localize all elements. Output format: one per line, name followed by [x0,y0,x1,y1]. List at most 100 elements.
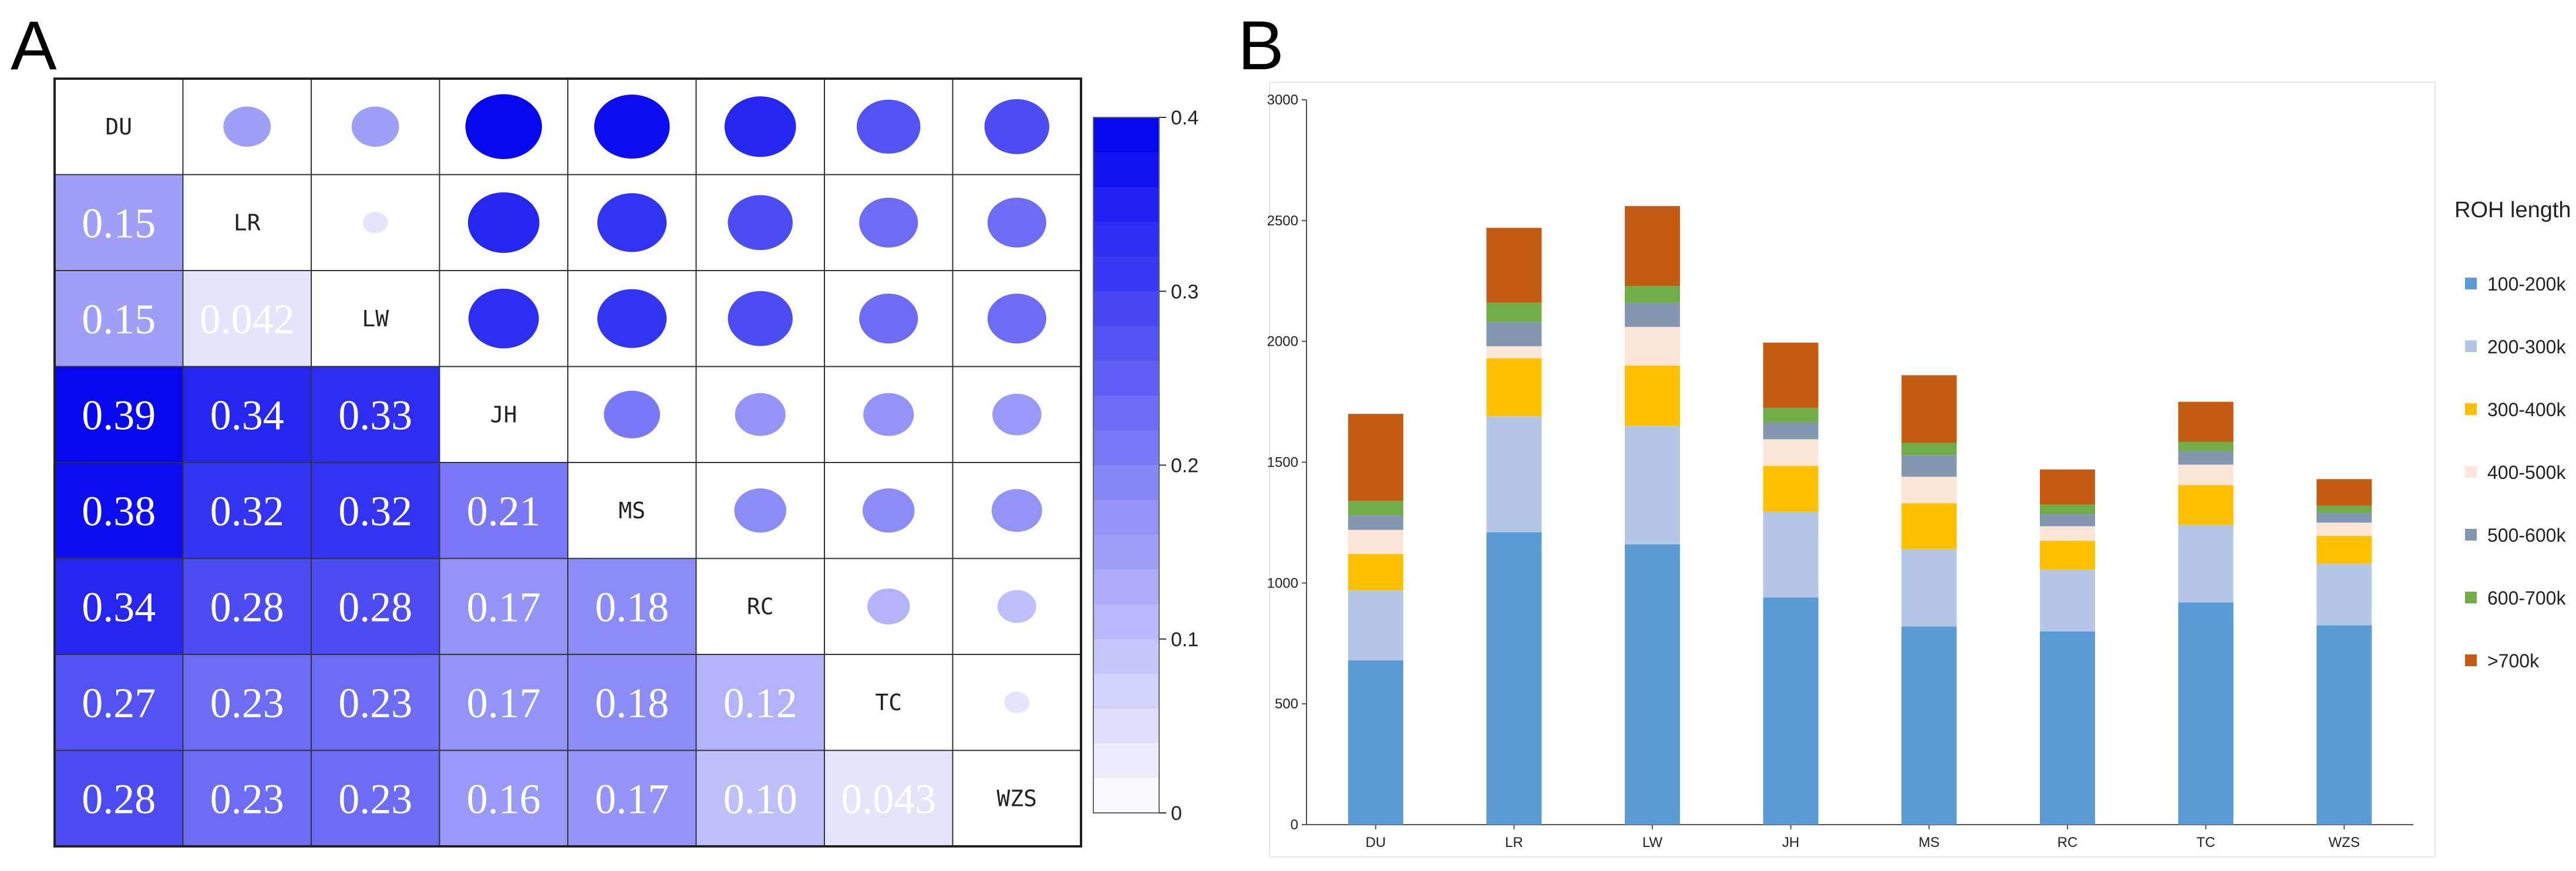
lower-cell [311,462,440,559]
cell-value: 0.34 [82,583,156,630]
bar-segment [2039,526,2095,541]
colorbar-step [1093,360,1159,396]
x-tick-label: JH [1782,835,1799,850]
lower-cell [311,366,440,463]
diagonal-cell [54,78,184,175]
bar-segment [1901,443,1957,455]
colorbar-tick-label: 0.2 [1171,455,1198,477]
bar-segment [1763,465,1819,512]
bar-segment [2316,479,2372,506]
stacked-bar-chart: 0 500 1000 1500 2000 2500 3000 DU LR LW JH MS RC TC WZ… [1267,82,2436,858]
correlation-matrix: DU 0.15 LR 0.15 0.042 LW 0.39 0.34 0.33 JH 0.38 0.3… [53,77,1082,848]
cell-value: 0.33 [338,391,412,438]
legend-label: 300-400k [2487,399,2566,420]
bar-segment [2039,569,2095,632]
y-tick-label: 2500 [1267,213,1298,229]
colorbar-step [1093,465,1159,501]
correlation-ellipse [467,192,540,253]
lower-cell [567,654,697,751]
bar-segment [2178,441,2234,451]
panel-a-label: A [11,7,57,85]
cell-value: 0.32 [338,488,412,535]
bar-segment [1348,414,1403,501]
correlation-ellipse [728,195,793,251]
bar-segment [1901,455,1957,477]
variable-label: DU [105,114,132,140]
bar-segment [2316,512,2372,523]
colorbar-tick-label: 0.1 [1171,629,1198,651]
bar-segment [2178,602,2234,825]
lower-cell [311,558,440,655]
cell-value: 0.28 [338,583,412,630]
bar-segment [2316,505,2372,513]
bar-segment [1486,228,1542,303]
bar-segment [1625,365,1681,426]
bar-segment [2316,536,2372,564]
legend-label: 600-700k [2487,588,2566,609]
cell-value: 0.12 [723,680,797,727]
bar-segment [1348,515,1403,530]
bar-segment [1625,426,1681,545]
legend-swatch [2465,340,2477,352]
bar-segment [2178,401,2234,442]
bar-segment [1625,326,1681,366]
bar-segment [1763,422,1819,440]
bar-segment [2178,485,2234,525]
colorbar-step [1093,326,1159,362]
legend-swatch [2465,466,2477,478]
upper-cell [952,78,1082,175]
correlation-ellipse [594,94,670,159]
correlation-ellipse [857,99,921,154]
lower-cell [54,654,184,751]
cell-value: 0.23 [210,680,284,727]
bar-segment [1625,285,1681,303]
cell-value: 0.23 [338,680,412,727]
cell-value: 0.17 [467,583,541,630]
diagonal-cell [311,270,440,367]
colorbar-step [1093,291,1159,326]
legend-label: >700k [2487,650,2540,671]
bar-segment [1763,439,1819,466]
bar-segment [1348,590,1403,661]
upper-cell [695,270,825,367]
colorbar-step [1093,256,1159,292]
colorbar-step [1093,604,1159,640]
cell-value: 0.23 [338,775,412,822]
colorbar-step [1093,396,1159,431]
colorbar-step [1093,152,1159,187]
colorbar-step [1093,708,1159,744]
bar-segment [1763,342,1819,408]
variable-label: TC [875,690,902,715]
correlation-ellipse [604,390,661,438]
bar-segment [1901,375,1957,443]
bar-segment [1348,501,1403,516]
bar-segment [2039,469,2095,505]
bar-segment [2039,541,2095,570]
bar-segment [1486,302,1542,322]
y-tick-label: 1000 [1267,575,1298,591]
correlation-ellipse [362,212,388,234]
bar-segment [1763,597,1819,825]
diagonal-cell [695,558,825,655]
lower-cell [182,654,312,751]
y-tick-label: 0 [1291,817,1298,833]
cell-value: 0.21 [467,488,541,535]
variable-label: LR [234,210,261,235]
colorbar-step [1093,117,1159,153]
diagonal-cell [439,366,568,463]
colorbar-step [1093,743,1159,779]
lower-cell [567,558,697,655]
bar-segment [1486,532,1542,825]
bar-segment [2039,631,2095,825]
correlation-ellipse [468,288,539,349]
cell-value: 0.28 [210,583,284,630]
bar-segment [1763,407,1819,423]
bar-segment [1901,626,1957,825]
legend-title: ROH length [2454,198,2571,222]
y-tick-label: 500 [1275,696,1298,712]
upper-cell [695,174,825,271]
lower-cell [54,366,184,463]
variable-label: LW [362,306,389,332]
cell-value: 0.15 [82,296,156,343]
x-tick-label: RC [2058,835,2078,850]
